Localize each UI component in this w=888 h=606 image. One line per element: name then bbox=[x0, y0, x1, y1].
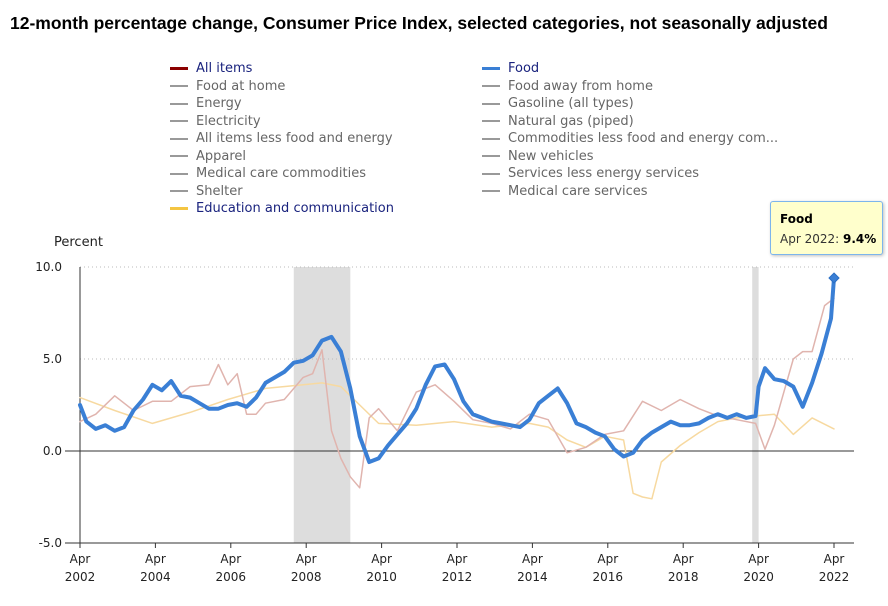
x-tick-month: Apr bbox=[673, 552, 694, 566]
legend-item[interactable]: Education and communication bbox=[170, 200, 394, 218]
legend-label: Medical care commodities bbox=[196, 166, 366, 182]
y-axis-label: Percent bbox=[54, 235, 103, 250]
legend-label: Electricity bbox=[196, 113, 261, 129]
x-tick-year: 2012 bbox=[442, 570, 473, 584]
tooltip-value: 9.4% bbox=[842, 232, 877, 246]
legend-item[interactable]: Services less energy services bbox=[482, 165, 778, 183]
x-tick-year: 2002 bbox=[65, 570, 96, 584]
tooltip-value-line: Apr 2022: 9.4% bbox=[780, 232, 877, 246]
legend-swatch bbox=[482, 67, 500, 71]
legend-item[interactable]: Shelter bbox=[170, 183, 394, 201]
x-tick-month: Apr bbox=[296, 552, 317, 566]
series-lines bbox=[78, 276, 836, 500]
legend-item[interactable]: Medical care services bbox=[482, 183, 778, 201]
x-tick-year: 2022 bbox=[819, 570, 850, 584]
x-tick-month: Apr bbox=[220, 552, 241, 566]
legend-label: Medical care services bbox=[508, 183, 648, 199]
legend-label: Food away from home bbox=[508, 78, 653, 94]
legend-right: Food Food away from home Gasoline (all typ… bbox=[482, 60, 778, 200]
legend-swatch bbox=[482, 137, 500, 140]
x-tick-year: 2016 bbox=[593, 570, 624, 584]
recession-bands bbox=[293, 267, 759, 543]
y-tick-label: -5.0 bbox=[39, 536, 62, 550]
legend-label: Shelter bbox=[196, 183, 243, 199]
x-tick-month: Apr bbox=[371, 552, 392, 566]
legend-item[interactable]: Apparel bbox=[170, 148, 394, 166]
legend-item[interactable]: Electricity bbox=[170, 113, 394, 131]
y-tick-label: 0.0 bbox=[43, 444, 62, 458]
legend-swatch bbox=[482, 190, 500, 193]
legend-swatch bbox=[170, 207, 188, 211]
legend-swatch bbox=[482, 85, 500, 88]
axes: Apr 2002 Apr 2004 Apr 2006 Apr 2008 Apr 2010 Apr 20… bbox=[65, 267, 854, 584]
x-tick-month: Apr bbox=[70, 552, 91, 566]
legend-label: All items less food and energy bbox=[196, 131, 393, 147]
legend-label: Apparel bbox=[196, 148, 247, 164]
x-tick-month: Apr bbox=[522, 552, 543, 566]
endpoint-diamond[interactable] bbox=[828, 272, 840, 284]
legend-swatch bbox=[482, 172, 500, 175]
legend-label: Services less energy services bbox=[508, 166, 700, 182]
x-tick-month: Apr bbox=[824, 552, 845, 566]
legend-label: Education and communication bbox=[196, 201, 394, 217]
legend-item[interactable]: All items bbox=[170, 60, 394, 78]
legend-label: Food at home bbox=[196, 78, 286, 94]
legend-swatch bbox=[170, 137, 188, 140]
x-tick-year: 2006 bbox=[216, 570, 247, 584]
legend-item[interactable]: Food away from home bbox=[482, 78, 778, 96]
legend-item[interactable]: Food bbox=[482, 60, 778, 78]
x-tick-year: 2008 bbox=[291, 570, 322, 584]
legend-label: All items bbox=[196, 61, 253, 77]
x-tick-month: Apr bbox=[597, 552, 618, 566]
legend-item[interactable]: Commodities less food and energy com... bbox=[482, 130, 778, 148]
x-tick-year: 2018 bbox=[668, 570, 699, 584]
recession-band bbox=[293, 267, 351, 543]
legend-swatch bbox=[170, 190, 188, 193]
y-tick-label: 10.0 bbox=[35, 260, 62, 274]
legend-item[interactable]: Energy bbox=[170, 95, 394, 113]
legend-item[interactable]: Gasoline (all types) bbox=[482, 95, 778, 113]
x-tick-year: 2014 bbox=[517, 570, 548, 584]
chart-title: 12-month percentage change, Consumer Pri… bbox=[10, 13, 828, 33]
x-tick-year: 2004 bbox=[140, 570, 171, 584]
legend-swatch bbox=[170, 120, 188, 123]
legend-item[interactable]: Food at home bbox=[170, 78, 394, 96]
legend-label: Food bbox=[508, 61, 540, 77]
x-tick-month: Apr bbox=[145, 552, 166, 566]
series-line-all-items[interactable] bbox=[79, 297, 835, 489]
x-tick-month: Apr bbox=[748, 552, 769, 566]
legend-label: Energy bbox=[196, 96, 242, 112]
legend-item[interactable]: All items less food and energy bbox=[170, 130, 394, 148]
legend-swatch bbox=[170, 102, 188, 105]
legend-item[interactable]: Natural gas (piped) bbox=[482, 113, 778, 131]
gridlines: 10.0 5.0 0.0 -5.0 bbox=[35, 260, 854, 550]
legend-label: New vehicles bbox=[508, 148, 594, 164]
legend-label: Natural gas (piped) bbox=[508, 113, 634, 129]
legend-swatch bbox=[482, 155, 500, 158]
x-tick-month: Apr bbox=[447, 552, 468, 566]
legend-swatch bbox=[170, 85, 188, 88]
tooltip-date: Apr 2022 bbox=[780, 232, 836, 246]
legend-label: Commodities less food and energy com... bbox=[508, 131, 779, 147]
tooltip: Food Apr 2022: 9.4% bbox=[770, 201, 883, 255]
endpoint-marker bbox=[828, 272, 840, 284]
legend-item[interactable]: Medical care commodities bbox=[170, 165, 394, 183]
legend-swatch bbox=[482, 120, 500, 123]
series-line-food[interactable] bbox=[78, 276, 836, 464]
y-tick-label: 5.0 bbox=[43, 352, 62, 366]
legend-left: All items Food at home Energy Electricity Al… bbox=[170, 60, 394, 218]
tooltip-series: Food bbox=[780, 212, 813, 226]
x-tick-year: 2020 bbox=[743, 570, 774, 584]
legend-item[interactable]: New vehicles bbox=[482, 148, 778, 166]
legend-swatch bbox=[170, 172, 188, 175]
x-tick-year: 2010 bbox=[366, 570, 397, 584]
legend-swatch bbox=[482, 102, 500, 105]
legend-swatch bbox=[170, 155, 188, 158]
legend-swatch bbox=[170, 67, 188, 71]
legend-label: Gasoline (all types) bbox=[508, 96, 634, 112]
